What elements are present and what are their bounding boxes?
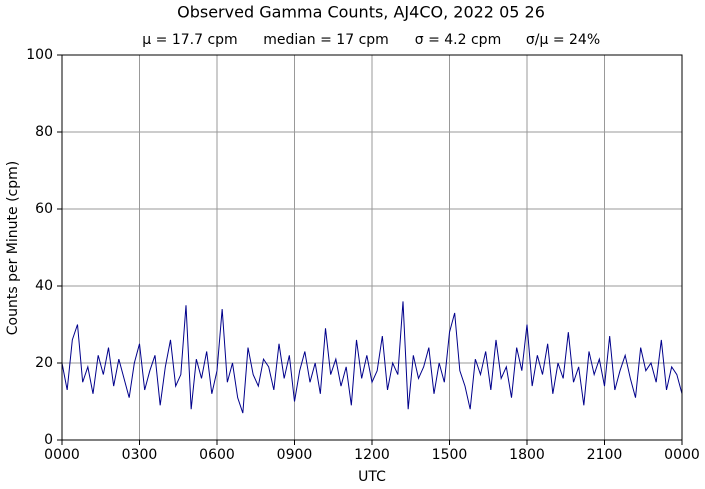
annotation: median = 17 cpm [263,32,389,48]
x-tick-label: 0000 [664,447,700,463]
y-tick-label: 0 [44,432,53,448]
annotation: μ = 17.7 cpm [142,32,237,48]
y-tick-label: 60 [35,201,53,217]
x-tick-label: 2100 [587,447,623,463]
x-tick-label: 0000 [44,447,80,463]
x-tick-label: 0600 [199,447,235,463]
x-axis-label: UTC [358,469,386,485]
y-tick-label: 20 [35,355,53,371]
plot-frame [61,54,683,441]
annotation: σ = 4.2 cpm [415,32,501,48]
annotation: σ/μ = 24% [526,32,600,48]
x-tick-label: 0300 [122,447,158,463]
x-tick-label: 1500 [432,447,468,463]
chart-title: Observed Gamma Counts, AJ4CO, 2022 05 26 [177,3,545,22]
y-tick-label: 80 [35,124,53,140]
x-tick-label: 1800 [509,447,545,463]
series-line [61,301,683,414]
x-tick-label: 0900 [277,447,313,463]
y-axis-label: Counts per Minute (cpm) [5,161,21,335]
y-tick-label: 100 [26,47,53,63]
y-tick-label: 40 [35,278,53,294]
x-tick-label: 1200 [354,447,390,463]
